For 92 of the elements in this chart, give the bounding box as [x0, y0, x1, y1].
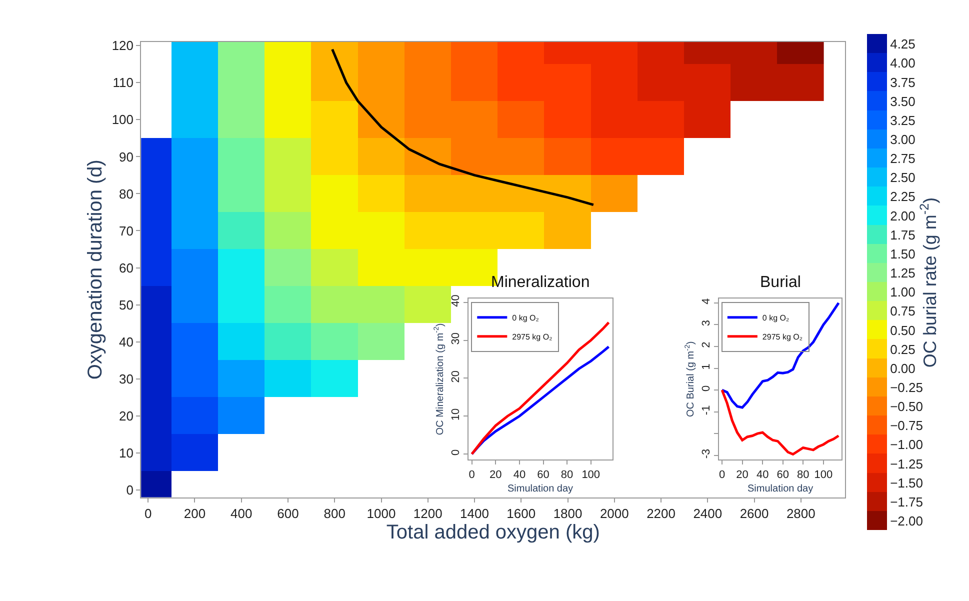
x-tick-label: 0	[718, 468, 726, 481]
x-tick-label: 2600	[740, 506, 769, 521]
y-tick-label: 10	[119, 445, 134, 460]
y-tick-label: 20	[119, 408, 134, 424]
x-tick-label: 1200	[413, 506, 442, 521]
y-tick-label: 110	[112, 75, 134, 90]
y-tick-label: 1	[700, 364, 713, 370]
color-bar-label: −0.25	[890, 380, 924, 395]
x-tick-label: 40	[756, 468, 769, 481]
x-axis-title: Simulation day	[748, 483, 814, 494]
x-tick-label: 100	[814, 468, 833, 481]
chart-title: Mineralization	[491, 274, 590, 291]
line-series	[331, 48, 595, 206]
color-bar-label: −1.25	[890, 456, 924, 472]
y-tick-label: 0	[700, 385, 713, 392]
color-bar-label: −0.50	[890, 399, 924, 414]
x-tick-label: 800	[324, 506, 346, 521]
color-bar-label: 1.75	[890, 227, 916, 242]
line-series	[720, 302, 840, 409]
color-bar-label: 4.00	[890, 56, 916, 71]
color-bar-label: 1.50	[890, 246, 916, 262]
y-tick-label: 80	[119, 186, 134, 202]
x-tick-label: 20	[490, 468, 502, 481]
x-tick-label: 20	[736, 468, 748, 481]
color-bar-label: 3.75	[890, 74, 916, 90]
y-tick-label: 120	[112, 38, 134, 54]
x-tick-label: 1800	[553, 506, 582, 521]
y-tick-label: 4	[700, 298, 713, 304]
y-tick-label: 30	[119, 371, 134, 386]
color-bar-label: 2.75	[890, 151, 916, 166]
y-tick-label: 10	[450, 408, 462, 421]
color-bar-label: 2.00	[890, 208, 916, 224]
y-tick-label: -3	[700, 448, 713, 459]
x-tick-label: 1600	[506, 506, 536, 521]
y-tick-label: -1	[700, 405, 713, 416]
y-tick-label: 40	[450, 294, 462, 307]
x-tick-label: 60	[776, 468, 789, 481]
x-tick-label: 0	[468, 468, 475, 481]
chart-title: Burial	[760, 274, 801, 291]
x-axis-title: Simulation day	[507, 483, 574, 494]
color-bar-label: 2.50	[890, 170, 916, 186]
color-bar-label: −2.00	[890, 514, 924, 529]
x-tick-label: 80	[560, 468, 574, 481]
color-bar-label: 4.25	[890, 36, 916, 52]
color-bar-label: 0.25	[890, 342, 916, 357]
y-tick-label: 70	[119, 223, 134, 238]
x-tick-label: 1400	[460, 506, 489, 521]
x-tick-label: 100	[582, 468, 600, 481]
legend-label: 0 kg O₂	[762, 313, 790, 322]
y-tick-label: 20	[450, 370, 462, 383]
color-bar-label: 3.50	[890, 94, 916, 109]
y-tick-label: 3	[700, 320, 713, 326]
y-tick-label: 100	[112, 112, 134, 128]
x-tick-label: 400	[230, 506, 252, 521]
y-tick-label: 0	[450, 449, 462, 456]
color-bar-label: 2.25	[890, 189, 916, 204]
x-tick-label: 600	[277, 506, 299, 521]
color-bar-label: 1.00	[890, 284, 916, 300]
x-tick-label: 2200	[646, 506, 676, 521]
line-series	[470, 321, 610, 456]
y-tick-label: 30	[450, 332, 462, 345]
x-tick-label: 200	[184, 506, 206, 521]
color-bar-label: 3.25	[890, 112, 916, 128]
color-bar-label: −1.00	[890, 437, 924, 452]
x-tick-label: 80	[796, 468, 810, 481]
y-tick-label: 50	[119, 297, 134, 312]
x-tick-label: 60	[537, 468, 550, 481]
x-tick-label: 2800	[786, 506, 816, 521]
color-bar-label: 0.75	[890, 304, 916, 319]
y-tick-label: 60	[119, 260, 134, 276]
x-tick-label: 1000	[366, 506, 396, 521]
color-bar-label: 0.00	[890, 360, 916, 376]
color-bar-label: 0.50	[890, 322, 916, 338]
color-bar-label: 3.00	[890, 132, 916, 147]
color-bar-label: 1.25	[890, 266, 916, 281]
color-bar-label: −1.75	[890, 494, 924, 510]
x-tick-label: 2400	[693, 506, 722, 521]
legend-label: 0 kg O₂	[512, 313, 539, 322]
y-tick-label: 90	[119, 149, 134, 164]
y-axis-title: Oxygenation duration (d)	[84, 160, 106, 380]
x-axis-title: Total added oxygen (kg)	[386, 521, 600, 544]
y-tick-label: 40	[119, 334, 134, 350]
x-tick-label: 2000	[600, 506, 629, 521]
x-tick-label: 0	[144, 506, 152, 521]
color-bar-label: −0.75	[890, 418, 924, 434]
line-series	[720, 388, 840, 456]
y-tick-label: 2	[700, 342, 713, 348]
y-tick-label: 0	[126, 482, 134, 498]
legend-label: 2975 kg O₂	[512, 332, 552, 342]
legend-label: 2975 kg O₂	[762, 332, 802, 342]
x-tick-label: 40	[513, 468, 526, 481]
color-bar-label: −1.50	[890, 475, 924, 490]
